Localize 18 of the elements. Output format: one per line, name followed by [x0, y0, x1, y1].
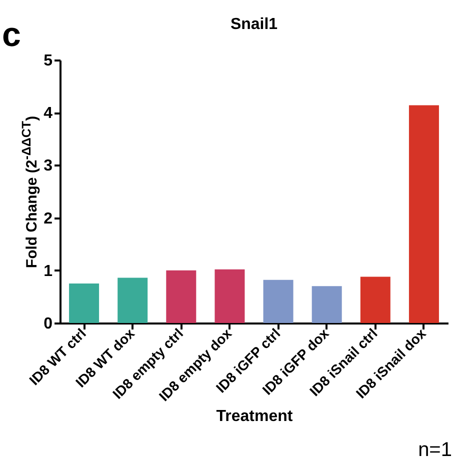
- y-tick-label: 0: [44, 316, 53, 332]
- x-axis-title: Treatment: [216, 408, 294, 426]
- bar: [360, 276, 390, 323]
- bar: [69, 284, 100, 323]
- text: c: [2, 16, 21, 54]
- y-tick-label: 4: [44, 105, 53, 122]
- bar: [118, 278, 148, 323]
- y-tick-label: 5: [44, 52, 53, 70]
- y-tick-label: 3: [44, 158, 53, 175]
- y-tick-label: 2: [44, 210, 53, 228]
- y-tick-label: 1: [44, 262, 53, 280]
- bar: [263, 280, 294, 323]
- text: n=1: [418, 439, 452, 461]
- chart-title: Snail1: [230, 16, 278, 33]
- bar: [408, 105, 439, 323]
- bar: [312, 286, 342, 323]
- bar: [214, 269, 245, 323]
- bar: [166, 270, 196, 323]
